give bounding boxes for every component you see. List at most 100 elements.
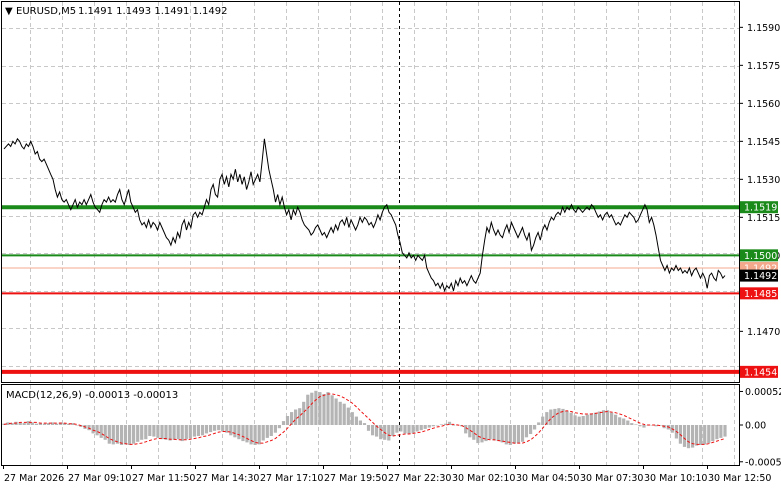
- macd-bar: [642, 425, 646, 428]
- macd-bar: [569, 412, 573, 425]
- macd-bar: [492, 425, 496, 441]
- macd-bar: [160, 425, 164, 440]
- price-tick-label: 1.1560: [747, 99, 780, 110]
- macd-bar: [375, 425, 379, 437]
- macd-bar: [387, 425, 391, 441]
- macd-bar: [508, 425, 512, 445]
- macd-bar: [686, 425, 691, 449]
- macd-histogram: [2, 390, 727, 449]
- macd-bar: [431, 425, 435, 427]
- macd-bar: [411, 425, 415, 434]
- macd-bar: [346, 407, 350, 425]
- macd-bar: [711, 425, 715, 442]
- macd-bar: [156, 425, 160, 438]
- time-tick-label: 27 Mar 09:10: [68, 473, 131, 484]
- time-tick-label: 27 Mar 22:30: [388, 473, 451, 484]
- macd-bar: [95, 425, 99, 436]
- macd-bar: [435, 425, 439, 426]
- macd-bar: [213, 425, 217, 431]
- macd-bar: [140, 425, 144, 440]
- macd-bar: [553, 408, 557, 425]
- macd-bar: [480, 425, 484, 443]
- macd-bar: [407, 425, 411, 434]
- horizontal-levels[interactable]: [2, 205, 739, 374]
- macd-bar: [545, 412, 549, 425]
- macd-bar: [512, 425, 516, 444]
- macd-bar: [565, 410, 569, 425]
- macd-bar: [723, 425, 727, 437]
- macd-bar: [541, 416, 545, 425]
- macd-bar: [152, 425, 156, 437]
- current-price-tag: 1.1492: [740, 269, 778, 282]
- macd-bar: [524, 425, 529, 438]
- macd-bar: [516, 425, 520, 444]
- macd-bar: [391, 425, 395, 436]
- macd-bar: [358, 420, 362, 425]
- macd-bar: [176, 425, 180, 440]
- macd-bar: [654, 425, 658, 427]
- macd-bar: [658, 425, 662, 426]
- svg-text:1.1454: 1.1454: [744, 367, 777, 378]
- price-tick-label: 1.1545: [747, 137, 780, 148]
- macd-bar: [322, 394, 326, 425]
- macd-indicator-label: MACD(12,26,9) -0.00013 -0.00013: [6, 390, 178, 401]
- macd-bar: [533, 425, 537, 430]
- macd-bar: [719, 425, 723, 438]
- macd-bar: [42, 423, 47, 425]
- macd-bar: [682, 425, 687, 447]
- macd-bar: [119, 425, 124, 445]
- macd-bar: [298, 408, 302, 425]
- macd-bar: [447, 421, 452, 425]
- macd-bar: [46, 423, 51, 425]
- macd-bar: [111, 425, 115, 445]
- time-tick-label: 27 Mar 19:50: [324, 473, 387, 484]
- svg-text:1.1492: 1.1492: [744, 264, 777, 275]
- macd-bar: [330, 395, 334, 425]
- time-tick-label: 27 Mar 17:10: [260, 473, 323, 484]
- macd-bar: [350, 412, 354, 425]
- macd-bar: [614, 414, 618, 425]
- svg-text:1.1492: 1.1492: [744, 271, 777, 282]
- macd-bar: [204, 425, 209, 434]
- macd-bar: [468, 425, 472, 438]
- macd-bar: [209, 425, 213, 433]
- time-tick-label: 30 Mar 07:30: [580, 473, 643, 484]
- macd-bar: [290, 412, 294, 425]
- macd-bar: [362, 423, 367, 425]
- svg-text:1.1519: 1.1519: [744, 203, 777, 214]
- macd-bar: [415, 425, 419, 432]
- macd-bar: [496, 425, 500, 442]
- macd-bar: [715, 425, 719, 440]
- macd-bar: [443, 423, 448, 425]
- macd-bar: [91, 425, 95, 434]
- macd-bar: [63, 423, 67, 425]
- macd-bar: [577, 416, 581, 425]
- macd-bar: [476, 425, 480, 444]
- macd-bar: [99, 425, 103, 438]
- macd-bar: [184, 425, 188, 440]
- macd-axis: 0.00052 0.00 -0.00057: [739, 387, 781, 468]
- macd-bar: [399, 425, 403, 432]
- macd-bar: [593, 412, 597, 425]
- macd-bar: [168, 425, 172, 441]
- time-tick-label: 30 Mar 04:50: [516, 473, 579, 484]
- macd-bar: [630, 423, 634, 425]
- macd-bar: [634, 424, 638, 425]
- macd-bar: [626, 420, 630, 425]
- macd-bar: [638, 425, 642, 427]
- macd-bar: [472, 425, 476, 440]
- macd-bar: [221, 425, 225, 432]
- macd-bar: [38, 423, 42, 425]
- macd-bar: [585, 414, 589, 425]
- macd-bar: [703, 425, 707, 445]
- macd-bar: [18, 422, 22, 425]
- macd-bar: [30, 422, 34, 425]
- macd-bar: [103, 425, 107, 440]
- macd-bar: [504, 425, 508, 445]
- macd-bar: [537, 422, 541, 425]
- macd-bar: [200, 425, 205, 436]
- symbol-menu-icon[interactable]: ▼: [5, 6, 13, 17]
- macd-bar: [707, 425, 711, 444]
- macd-bar: [265, 425, 269, 438]
